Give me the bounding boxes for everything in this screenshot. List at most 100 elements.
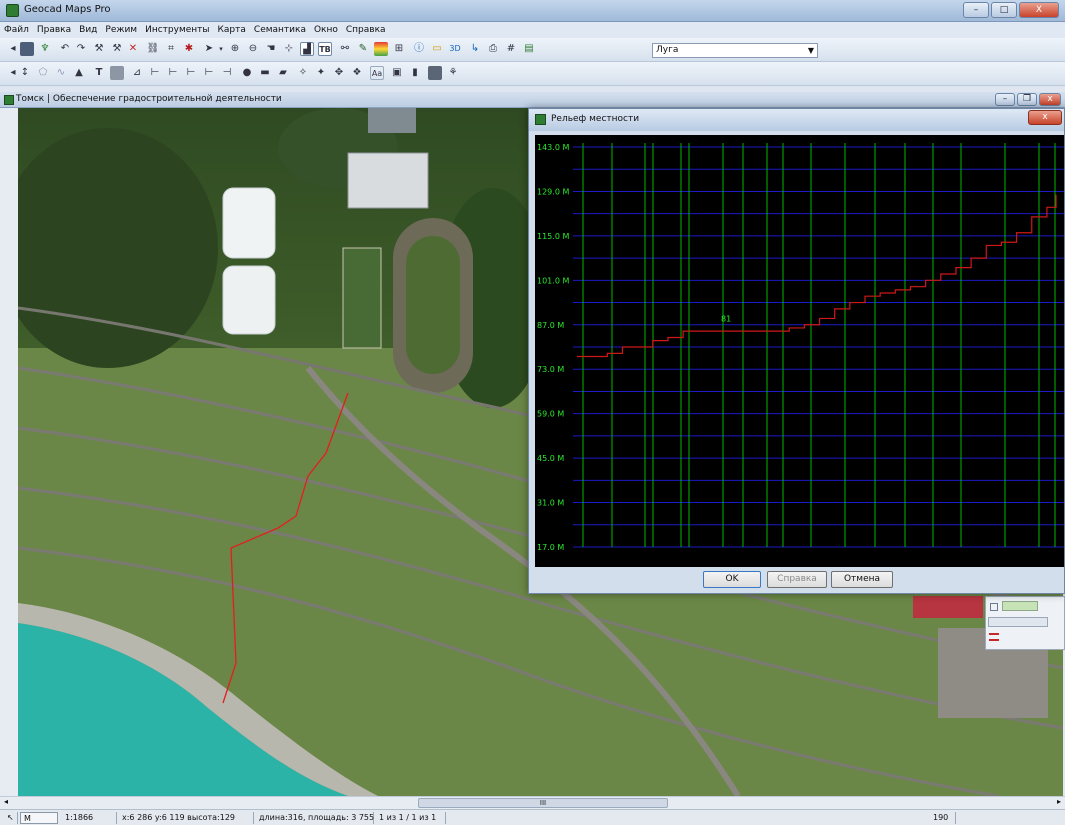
scroll-left-icon[interactable]: ◂ <box>4 797 9 806</box>
close-button[interactable]: X <box>1019 2 1059 18</box>
stamp-icon[interactable]: ▣ <box>392 67 402 78</box>
left-scroll-track[interactable] <box>0 108 18 796</box>
pan-icon[interactable]: ☚ <box>266 43 276 54</box>
layer-combo-value: Луга <box>656 45 679 55</box>
scroll-thumb[interactable]: III <box>418 798 668 808</box>
dialog-close-button[interactable]: x <box>1028 110 1062 125</box>
y-tick-label: 101.0 M <box>537 276 569 285</box>
chevron-down-icon: ▼ <box>807 46 814 55</box>
menu-map[interactable]: Карта <box>217 25 246 35</box>
status-right-value: 190 <box>930 812 956 824</box>
pointer-icon[interactable]: ➤ <box>204 43 214 54</box>
scan-icon[interactable]: ⚘ <box>448 67 458 78</box>
table-icon[interactable] <box>428 66 442 80</box>
cursor-icon[interactable]: ↕ <box>20 67 30 78</box>
vertex-icon[interactable]: ✧ <box>298 67 308 78</box>
status-coordinates: x:6 286 y:6 119 высота:129 <box>119 812 254 824</box>
menu-mode[interactable]: Режим <box>105 25 138 35</box>
status-mode[interactable]: M <box>20 812 58 824</box>
y-tick-label: 73.0 M <box>537 365 564 374</box>
y-tick-label: 31.0 M <box>537 499 564 508</box>
raster-icon[interactable]: ▤ <box>524 43 534 54</box>
trash-icon[interactable]: ▮ <box>412 67 418 78</box>
map-window-title: Томск | Обеспечение градостроительной де… <box>16 94 282 104</box>
legend-checkbox[interactable] <box>990 603 998 611</box>
measure-4-icon[interactable]: ⊢ <box>204 67 214 78</box>
grid-snap-icon[interactable]: ⌗ <box>168 43 174 54</box>
sign-icon[interactable]: ▲ <box>75 67 83 78</box>
folder-icon[interactable]: ▭ <box>432 43 442 54</box>
fill-icon[interactable] <box>110 66 124 80</box>
edit-vertex-icon[interactable]: ✦ <box>316 67 326 78</box>
maximize-button[interactable]: □ <box>991 2 1017 18</box>
map-close-button[interactable]: x <box>1039 93 1061 106</box>
help-button[interactable]: Справка <box>767 571 827 588</box>
bug-icon[interactable]: ✱ <box>184 43 194 54</box>
zoom-out-icon[interactable]: ⊖ <box>248 43 258 54</box>
back-icon[interactable]: ◂ <box>10 67 16 78</box>
measure-2-icon[interactable]: ⊢ <box>168 67 178 78</box>
map-restore-button[interactable]: ❐ <box>1017 93 1037 106</box>
menu-help[interactable]: Справка <box>345 25 386 35</box>
menu-semantics[interactable]: Семантика <box>253 25 306 35</box>
route-icon[interactable]: ↳ <box>470 43 480 54</box>
new-map-icon[interactable]: ◂ <box>10 43 16 54</box>
layer-combo[interactable]: Луга ▼ <box>652 43 818 58</box>
3d-view-icon[interactable]: 3D <box>449 44 461 53</box>
menu-file[interactable]: Файл <box>4 25 29 35</box>
map-minimize-button[interactable]: – <box>995 93 1015 106</box>
relief-chart-svg: 143.0 M 129.0 M 115.0 M 101.0 M 87.0 M 73.0 M… <box>537 143 1064 552</box>
status-measure: длина:316, площадь: 3 755 <box>256 812 374 824</box>
tool-edit-icon[interactable]: ⚒ <box>112 43 122 54</box>
minimize-button[interactable]: – <box>963 2 989 18</box>
menu-view[interactable]: Вид <box>79 25 98 35</box>
topology-icon[interactable]: ⛓ <box>146 43 160 54</box>
save-icon[interactable] <box>20 42 34 56</box>
y-tick-label: 17.0 M <box>537 543 564 552</box>
window-controls: – □ X <box>963 2 1059 18</box>
font-icon[interactable]: Aa <box>370 66 384 80</box>
profile-tool-icon[interactable]: ▟ <box>300 42 314 56</box>
print-preview-icon[interactable]: ⎙ <box>489 43 497 54</box>
dimension-icon[interactable]: ⊿ <box>132 67 142 78</box>
measure-1-icon[interactable]: ⊢ <box>150 67 160 78</box>
map-horizontal-scrollbar[interactable]: ◂ III ▸ <box>0 796 1065 809</box>
zoom-in-icon[interactable]: ⊕ <box>230 43 240 54</box>
grid-icon[interactable]: # <box>506 43 516 54</box>
info-icon[interactable]: ⓘ <box>414 43 424 54</box>
binoculars-icon[interactable]: ⚯ <box>340 43 350 54</box>
measure-3-icon[interactable]: ⊢ <box>186 67 196 78</box>
cancel-button[interactable]: Отмена <box>831 571 893 588</box>
legend-scrollbar[interactable] <box>988 617 1048 627</box>
pointer-dropdown-icon[interactable]: ▾ <box>219 45 223 53</box>
polyline-icon[interactable]: ∿ <box>56 67 66 78</box>
copy-icon[interactable]: ❖ <box>352 67 362 78</box>
parallelogram-icon[interactable]: ▰ <box>279 67 287 78</box>
ok-button[interactable]: OK <box>703 571 761 588</box>
text-icon[interactable]: T <box>95 67 103 78</box>
scroll-right-icon[interactable]: ▸ <box>1056 797 1061 806</box>
y-tick-label: 87.0 M <box>537 321 564 330</box>
properties-icon[interactable]: ⊞ <box>394 43 404 54</box>
y-tick-label: 45.0 M <box>537 454 564 463</box>
move-icon[interactable]: ✥ <box>334 67 344 78</box>
delete-icon[interactable]: ✕ <box>128 43 138 54</box>
legend-line-icon <box>989 633 999 641</box>
rectangle-icon[interactable]: ▬ <box>260 67 270 78</box>
menu-edit[interactable]: Правка <box>36 25 72 35</box>
center-icon[interactable]: ⊹ <box>284 43 294 54</box>
layers-icon[interactable]: ♆ <box>40 43 50 54</box>
menu-tools[interactable]: Инструменты <box>145 25 210 35</box>
text-box-icon[interactable]: TB <box>318 42 332 56</box>
redo-icon[interactable]: ↷ <box>76 43 86 54</box>
relief-dialog-titlebar: Рельеф местности <box>529 109 1064 131</box>
measure-5-icon[interactable]: ⊣ <box>222 67 232 78</box>
menu-window[interactable]: Окно <box>313 25 338 35</box>
legend-icon[interactable] <box>374 42 388 56</box>
undo-icon[interactable]: ↶ <box>60 43 70 54</box>
circle-icon[interactable]: ● <box>242 67 252 78</box>
y-tick-label: 129.0 M <box>537 187 569 196</box>
brush-icon[interactable]: ✎ <box>358 43 368 54</box>
polygon-icon[interactable]: ⬠ <box>38 67 48 78</box>
tool-settings-icon[interactable]: ⚒ <box>94 43 104 54</box>
